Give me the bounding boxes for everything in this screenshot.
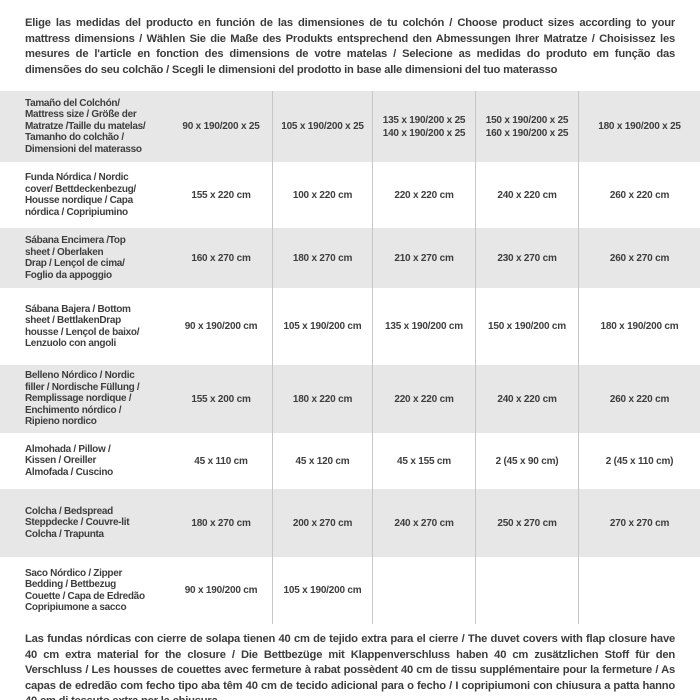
table-row-mattress-size: Tamaño del Colchón/ Mattress size / Größ… (0, 91, 700, 162)
size-cell: 150 x 190/200 x 25 160 x 190/200 x 25 (476, 91, 579, 162)
table-row-bedspread: Colcha / Bedspread Steppdecke / Couvre-l… (0, 489, 700, 557)
size-cell: 105 x 190/200 cm (273, 557, 373, 624)
table-row-top-sheet: Sábana Encimera /Top sheet / Oberlaken D… (0, 228, 700, 288)
size-cell: 230 x 270 cm (476, 228, 579, 288)
size-cell: 240 x 270 cm (373, 489, 476, 557)
size-cell (476, 557, 579, 624)
size-cell: 105 x 190/200 cm (273, 288, 373, 365)
row-label: Belleno Nórdico / Nordic filler / Nordis… (25, 370, 140, 428)
size-cell: 180 x 270 cm (170, 489, 273, 557)
size-table: Tamaño del Colchón/ Mattress size / Größ… (0, 91, 700, 624)
size-cell: 155 x 200 cm (170, 365, 273, 433)
row-label: Tamaño del Colchón/ Mattress size / Größ… (25, 97, 146, 155)
size-cell: 135 x 190/200 x 25 140 x 190/200 x 25 (373, 91, 476, 162)
size-cell: 220 x 220 cm (373, 162, 476, 228)
size-cell: 90 x 190/200 cm (170, 557, 273, 624)
size-cell: 240 x 220 cm (476, 365, 579, 433)
size-cell: 180 x 190/200 cm (600, 321, 679, 332)
size-cell: 240 x 220 cm (476, 162, 579, 228)
size-cell: 2 (45 x 90 cm) (476, 433, 579, 489)
product-size-sheet: Elige las medidas del producto en funció… (0, 16, 700, 700)
size-cell: 260 x 270 cm (609, 252, 670, 264)
size-cell (579, 557, 700, 624)
size-cell: 105 x 190/200 x 25 (273, 91, 373, 162)
size-cell: 180 x 190/200 x 25 (598, 121, 681, 132)
row-label: Saco Nórdico / Zipper Bedding / Bettbezu… (25, 567, 145, 614)
table-row-pillow: Almohada / Pillow / Kissen / Oreiller Al… (0, 433, 700, 489)
size-cell: 220 x 220 cm (373, 365, 476, 433)
size-cell: 45 x 155 cm (373, 433, 476, 489)
size-cell: 155 x 220 cm (170, 162, 273, 228)
row-label: Sábana Encimera /Top sheet / Oberlaken D… (25, 235, 126, 281)
row-label: Funda Nórdica / Nordic cover/ Bettdecken… (25, 172, 136, 218)
size-cell: 45 x 110 cm (170, 433, 273, 489)
size-cell: 270 x 270 cm (609, 517, 670, 529)
table-row-nordic-cover: Funda Nórdica / Nordic cover/ Bettdecken… (0, 162, 700, 228)
size-cell: 90 x 190/200 x 25 (170, 91, 273, 162)
size-cell: 160 x 270 cm (170, 228, 273, 288)
table-row-zipper-bedding: Saco Nórdico / Zipper Bedding / Bettbezu… (0, 557, 700, 624)
row-label: Almohada / Pillow / Kissen / Oreiller Al… (25, 443, 113, 478)
table-row-bottom-sheet: Sábana Bajera / Bottom sheet / Bettlaken… (0, 288, 700, 365)
size-cell: 150 x 190/200 cm (476, 288, 579, 365)
size-cell: 45 x 120 cm (273, 433, 373, 489)
header-text: Elige las medidas del producto en funció… (25, 17, 675, 76)
size-cell: 2 (45 x 110 cm) (605, 455, 674, 467)
size-cell (373, 557, 476, 624)
size-cell: 260 x 220 cm (609, 393, 670, 405)
size-cell: 210 x 270 cm (373, 228, 476, 288)
size-cell: 180 x 270 cm (273, 228, 373, 288)
size-cell: 100 x 220 cm (273, 162, 373, 228)
size-cell: 180 x 220 cm (273, 365, 373, 433)
table-row-nordic-filler: Belleno Nórdico / Nordic filler / Nordis… (0, 365, 700, 433)
size-cell: 135 x 190/200 cm (373, 288, 476, 365)
size-cell: 250 x 270 cm (476, 489, 579, 557)
footer-text: Las fundas nórdicas con cierre de solapa… (25, 633, 675, 700)
row-label: Colcha / Bedspread Steppdecke / Couvre-l… (25, 505, 130, 540)
size-cell: 90 x 190/200 cm (170, 288, 273, 365)
row-label: Sábana Bajera / Bottom sheet / Bettlaken… (25, 303, 140, 350)
size-cell: 260 x 220 cm (609, 189, 670, 201)
size-cell: 200 x 270 cm (273, 489, 373, 557)
